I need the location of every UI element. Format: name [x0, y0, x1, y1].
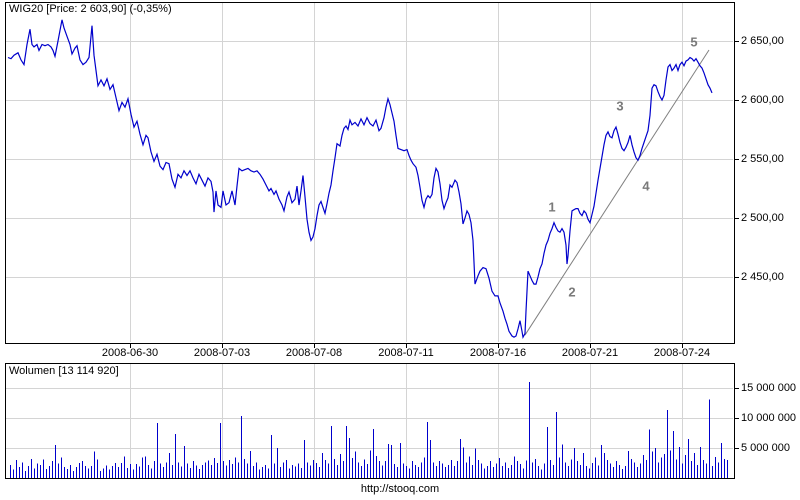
x-axis-label: 2008-07-03 — [193, 347, 251, 359]
x-axis-label: 2008-07-08 — [285, 347, 343, 359]
price-axis-label: 2 450,00 — [741, 271, 784, 283]
x-axis-label: 2008-07-16 — [469, 347, 527, 359]
volume-axis-label: 5 000 000 — [741, 442, 790, 454]
x-axis-label: 2008-06-30 — [101, 347, 159, 359]
volume-axis-label: 15 000 000 — [741, 382, 797, 394]
price-line — [7, 19, 713, 339]
volume-axis-label: 10 000 000 — [741, 412, 797, 424]
footer-url: http://stooq.com — [360, 483, 440, 495]
price-panel-title: WIG20 [Price: 2 603,90] (-0,35%) — [9, 3, 172, 15]
x-axis-label: 2008-07-24 — [653, 347, 711, 359]
wave-label-2: 2 — [568, 284, 576, 300]
price-axis-label: 2 500,00 — [741, 212, 784, 224]
wave-label-4: 4 — [642, 178, 650, 194]
price-axis-label: 2 650,00 — [741, 35, 784, 47]
x-axis-label: 2008-07-11 — [378, 347, 434, 359]
trendline — [524, 49, 710, 336]
wave-label-5: 5 — [690, 34, 698, 50]
price-panel-frame — [5, 2, 735, 344]
wave-label-3: 3 — [616, 98, 624, 114]
volume-panel-title: Wolumen [13 114 920] — [9, 365, 119, 377]
x-axis-label: 2008-07-21 — [561, 347, 619, 359]
wave-label-1: 1 — [548, 199, 556, 215]
price-axis-label: 2 600,00 — [741, 94, 784, 106]
price-axis-label: 2 550,00 — [741, 153, 784, 165]
